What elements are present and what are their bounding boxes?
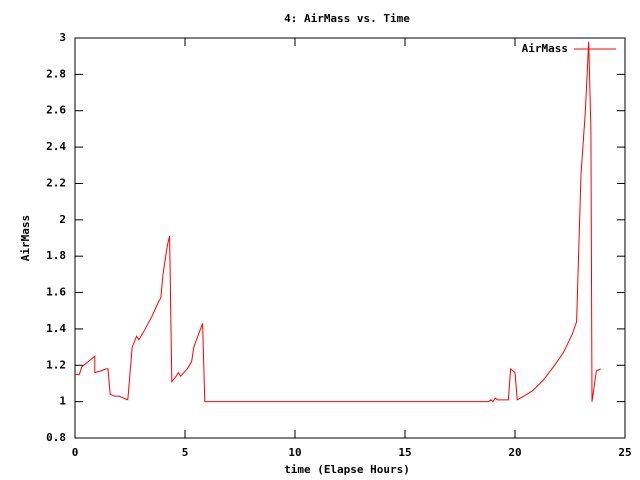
y-tick-label: 2.4	[46, 140, 66, 153]
y-tick-label: 1.4	[46, 322, 66, 335]
x-tick-label: 0	[72, 446, 79, 459]
y-tick-label: 2	[59, 213, 66, 226]
y-tick-label: 2.2	[46, 176, 66, 189]
y-tick-label: 1.2	[46, 358, 66, 371]
y-tick-label: 0.8	[46, 431, 66, 444]
x-tick-label: 25	[618, 446, 631, 459]
y-tick-label: 1.8	[46, 249, 66, 262]
y-tick-label: 2.6	[46, 104, 66, 117]
data-line	[75, 41, 601, 403]
plot-frame	[74, 37, 626, 439]
x-axis-label: time (Elapse Hours)	[284, 463, 410, 476]
x-tick-label: 10	[288, 446, 301, 459]
y-tick-label: 1.6	[46, 286, 66, 299]
y-tick-label: 3	[59, 31, 66, 44]
x-tick-label: 15	[398, 446, 411, 459]
chart-title: 4: AirMass vs. Time	[284, 12, 410, 25]
x-tick-label: 5	[182, 446, 189, 459]
x-tick-label: 20	[508, 446, 521, 459]
y-tick-label: 1	[59, 395, 66, 408]
y-tick-label: 2.8	[46, 67, 66, 80]
legend-label: AirMass	[522, 42, 568, 55]
y-axis-label: AirMass	[19, 215, 32, 261]
